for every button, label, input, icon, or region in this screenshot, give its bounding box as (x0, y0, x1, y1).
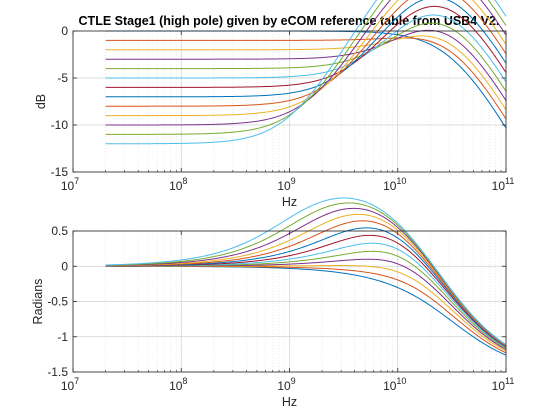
y-tick-label: -10 (51, 118, 69, 132)
x-tick-label-exponent: 8 (182, 376, 187, 386)
series-line-magnitude-1 (105, 37, 507, 120)
x-tick-label-base: 10 (277, 179, 291, 193)
x-tick-label: 108 (169, 376, 187, 393)
y-tick-label: -15 (51, 165, 69, 179)
x-tick-label-base: 10 (169, 179, 183, 193)
x-tick-label-exponent: 7 (74, 176, 79, 186)
x-tick-label-exponent: 9 (291, 376, 296, 386)
x-tick-label: 1010 (383, 376, 406, 393)
x-tick-label-base: 10 (383, 179, 397, 193)
x-tick-label: 108 (169, 176, 187, 193)
x-tick-label-exponent: 11 (505, 376, 514, 386)
x-tick-label-exponent: 11 (505, 176, 514, 186)
x-tick-label: 1010 (383, 176, 406, 193)
series-line-phase-10 (105, 207, 507, 346)
y-tick-label: -5 (57, 71, 68, 85)
x-tick-label-exponent: 10 (396, 176, 406, 186)
series-line-magnitude-5 (105, 14, 507, 83)
y-tick-label: 0 (61, 24, 68, 38)
series-line-magnitude-7 (105, 0, 507, 98)
x-tick-label-exponent: 8 (182, 176, 187, 186)
x-tick-label-base: 10 (492, 379, 506, 393)
series-line-phase-9 (105, 213, 507, 346)
phase-xlabel: Hz (282, 395, 297, 409)
y-tick-label: -1.5 (47, 365, 68, 379)
x-tick-label-exponent: 7 (74, 376, 79, 386)
x-tick-label: 1011 (492, 176, 515, 193)
phase-ylabel: Radians (31, 279, 45, 325)
magnitude-xlabel: Hz (282, 195, 297, 209)
y-tick-label: -1 (57, 330, 68, 344)
x-tick-label-base: 10 (61, 379, 75, 393)
series-line-magnitude-3 (105, 29, 507, 101)
series-line-phase-8 (105, 220, 507, 347)
x-tick-label: 109 (277, 176, 295, 193)
magnitude-ylabel: dB (34, 94, 48, 109)
series-line-magnitude-12 (105, 0, 507, 145)
x-tick-label: 109 (277, 376, 295, 393)
x-tick-label-base: 10 (492, 179, 506, 193)
x-tick-label-exponent: 10 (396, 376, 406, 386)
x-tick-label-base: 10 (169, 379, 183, 393)
series-line-magnitude-6 (105, 5, 507, 88)
series-line-phase-12 (105, 197, 507, 346)
x-tick-label-base: 10 (61, 179, 75, 193)
phase-series (105, 197, 507, 356)
y-tick-label: 0.5 (51, 224, 68, 238)
x-tick-label-base: 10 (277, 379, 291, 393)
x-tick-label-base: 10 (383, 379, 397, 393)
series-line-magnitude-11 (105, 0, 507, 135)
x-tick-label: 107 (61, 376, 79, 393)
series-line-magnitude-2 (105, 35, 507, 111)
y-tick-label: -0.5 (47, 295, 68, 309)
y-tick-label: 0 (61, 259, 68, 273)
chart-title: CTLE Stage1 (high pole) given by eCOM re… (79, 14, 500, 28)
x-tick-label: 1011 (492, 376, 515, 393)
x-tick-label-exponent: 9 (291, 176, 296, 186)
x-tick-label: 107 (61, 176, 79, 193)
series-line-magnitude-4 (105, 22, 507, 92)
series-line-magnitude-8 (105, 0, 507, 107)
